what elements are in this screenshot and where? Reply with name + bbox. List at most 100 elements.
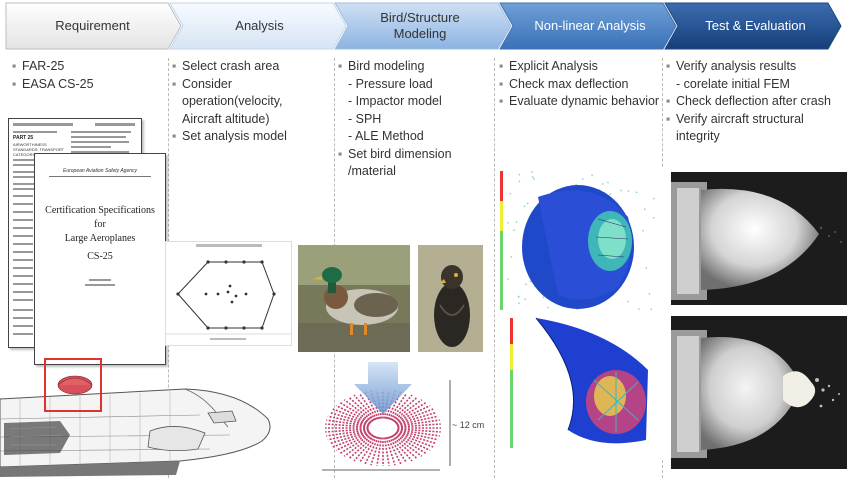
- fem-particle: [620, 189, 622, 192]
- item-text: Consider: [182, 76, 233, 91]
- easa-cs25-document: European Aviation Safety Agency Certific…: [34, 153, 166, 365]
- mesh-particle-ray: [358, 392, 378, 420]
- item-text: FAR-25: [22, 59, 65, 73]
- mesh-particle-ray: [348, 435, 376, 460]
- fem-particle: [607, 181, 609, 184]
- mesh-particle-ray: [385, 437, 396, 466]
- fem-particle: [526, 202, 529, 205]
- list-item: ▪ Verify aircraft structural integrity: [666, 111, 831, 146]
- fem-particle: [627, 300, 629, 303]
- item-continuation: integrity: [676, 129, 720, 143]
- list-item: ▪ Explicit Analysis: [499, 58, 659, 76]
- bullet-icon: ▪: [12, 76, 17, 91]
- mesh-particle-ray: [353, 394, 377, 421]
- fem-bird-impact-plot: [510, 317, 648, 448]
- crash-area-highlight-box: [44, 358, 102, 412]
- mesh-particle-ray: [388, 392, 408, 420]
- stage-chevrons: [5, 2, 842, 50]
- bullet-icon: ▪: [172, 129, 177, 143]
- fem-particle: [648, 293, 651, 295]
- mesh-particle-ray: [392, 434, 423, 457]
- fem-particle: [653, 197, 655, 200]
- bullet-icon: ▪: [172, 59, 177, 73]
- header-rule: [49, 176, 151, 177]
- fem-particle: [531, 176, 534, 178]
- list-subitem: - SPH: [338, 111, 452, 129]
- mesh-particle-ray: [383, 437, 390, 466]
- mesh-particle-ray: [358, 436, 378, 464]
- item-text: Evaluate dynamic behavior: [509, 94, 660, 108]
- fem-particle: [635, 191, 638, 194]
- fem-particle: [591, 174, 593, 176]
- mesh-particle-ray: [343, 399, 374, 422]
- analysis-model-sketch: [166, 244, 291, 340]
- mesh-particle-ray: [343, 434, 374, 457]
- mesh-particle-ray: [396, 415, 439, 426]
- fem-particle: [582, 178, 584, 180]
- mesh-particle-ray: [397, 419, 440, 427]
- fem-particle: [533, 178, 535, 180]
- bullet-icon: ▪: [499, 59, 504, 73]
- bullet-icon: ▪: [666, 111, 671, 126]
- easa-title: Certification Specifications for Large A…: [35, 204, 165, 264]
- bullet-icon: ▪: [499, 94, 504, 108]
- title-line: for: [94, 219, 106, 230]
- mesh-particle-ray: [397, 423, 441, 428]
- fem-particle: [627, 190, 630, 192]
- fem-particle: [575, 183, 577, 186]
- mesh-particle-ray: [396, 430, 439, 441]
- subitem-text: - SPH: [348, 111, 382, 126]
- impact-arrow: [354, 362, 412, 414]
- mesh-particle-ray: [327, 430, 370, 441]
- mesh-particle-ray: [335, 432, 372, 452]
- mesh-particle-ray: [388, 436, 408, 464]
- list-item: ▪ Verify analysis results - corelate init…: [666, 58, 831, 93]
- fem-particle: [531, 171, 533, 173]
- item-text: Set bird dimension: [348, 146, 452, 161]
- mesh-particle-ray: [392, 399, 423, 422]
- modeling-list: ▪ Bird modeling - Pressure load - Impacto…: [338, 58, 452, 181]
- title-line: Certification Specifications: [45, 205, 155, 216]
- bullet-icon: ▪: [338, 146, 343, 161]
- fem-particle: [524, 298, 526, 301]
- bullet-icon: ▪: [12, 59, 17, 73]
- stage-requirement-shape: [5, 2, 182, 50]
- radome-test-image-before: [671, 172, 847, 305]
- list-item: ▪ Bird modeling: [338, 58, 452, 76]
- fem-particle: [609, 193, 611, 195]
- test-photo-after: [671, 316, 847, 469]
- fem-particle: [525, 283, 527, 286]
- radome-test-image-after: [671, 316, 847, 469]
- fem-particle: [542, 296, 545, 298]
- mesh-particle-ray: [397, 428, 441, 433]
- mesh-particle-ray: [325, 428, 369, 433]
- mesh-particle-ray: [393, 433, 427, 455]
- fem-particle: [650, 308, 653, 311]
- test-list: ▪ Verify analysis results - corelate init…: [666, 58, 831, 146]
- mesh-particle-ray: [326, 419, 369, 427]
- stage-nonlinear-shape: [499, 2, 677, 50]
- far25-part-label: PART 25: [13, 135, 34, 141]
- fem-particle: [507, 222, 509, 224]
- list-item: ▪ Check deflection after crash: [666, 93, 831, 111]
- item-continuation: Aircraft altitude): [182, 111, 270, 126]
- list-item: ▪ FAR-25: [12, 58, 94, 76]
- fem-particle: [513, 229, 515, 231]
- column-separator: [494, 58, 495, 478]
- fem-particle: [523, 205, 526, 208]
- fem-particle: [653, 217, 655, 219]
- fem-particle: [517, 296, 520, 298]
- title-line: CS-25: [87, 251, 113, 262]
- list-subitem: - Pressure load: [338, 76, 452, 94]
- stage-analysis-shape: [169, 2, 347, 50]
- mesh-particle-ray: [390, 396, 418, 421]
- subitem-text: - ALE Method: [348, 129, 424, 143]
- easa-agency-name: European Aviation Safety Agency: [62, 168, 138, 174]
- fem-particle: [638, 308, 640, 310]
- fem-particle: [510, 256, 512, 258]
- aircraft-fuselage-model: [0, 375, 271, 477]
- fem-particle: [518, 302, 520, 304]
- mesh-particle-ray: [394, 404, 431, 424]
- mesh-particle-ray: [325, 423, 369, 428]
- mesh-particle-ray: [339, 401, 373, 423]
